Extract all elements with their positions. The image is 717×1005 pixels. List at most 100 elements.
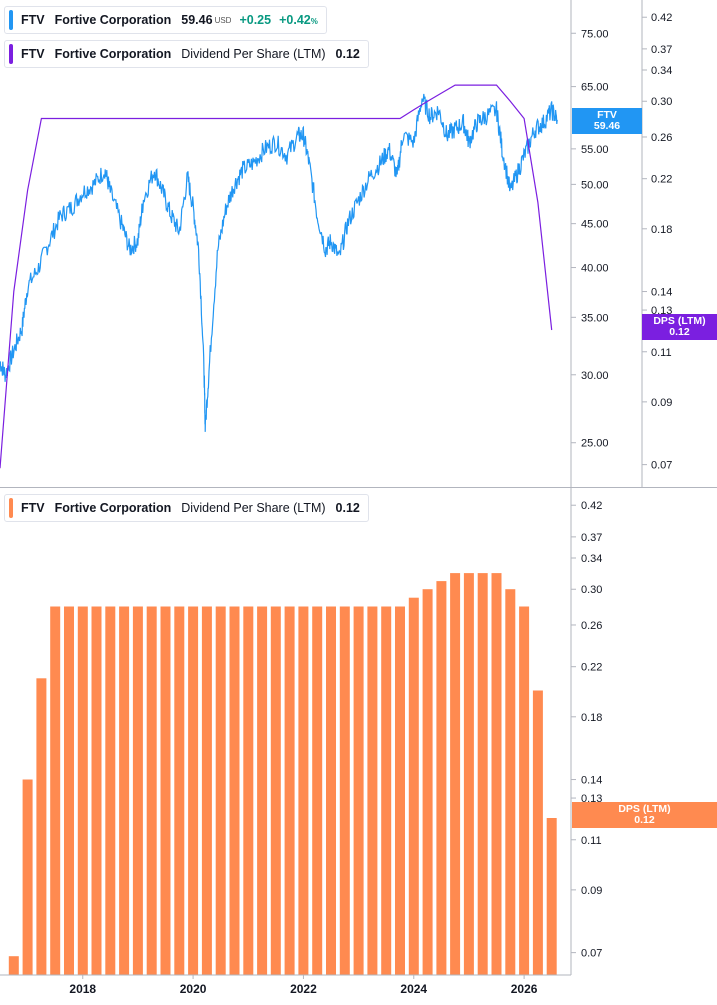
bar-axis-tick-label: 0.34 [581,553,602,565]
price-axis-tick-label: 75.00 [581,28,609,40]
dps-bar [450,573,461,975]
dps-bar [326,606,336,975]
dps-bar [8,956,19,975]
dps-bar [132,606,143,975]
price-axis-tick-label: 30.00 [581,370,609,382]
dps-bar [188,606,199,975]
price-legend-value: 59.46 [181,13,213,27]
price-tag-value: 59.46 [593,120,621,132]
price-legend-color [9,10,13,30]
dps-bar [381,606,392,975]
dps-bar [91,606,102,975]
dps-bottom-tag-label: DPS (LTM) [618,803,671,815]
dps-bar [463,573,474,975]
dps-bar [270,606,281,975]
dps-bar [160,606,171,975]
price-pane: 25.00 30.00 35.00 40.00 45.00 50.00 55.00 65.00… [0,12,672,472]
dps-bar [77,606,88,975]
dps-pane: 0.070.090.110.130.140.180.220.260.300.34… [8,500,602,975]
dps-bar [174,606,185,975]
dps-axis-tick-label: 0.11 [651,347,672,359]
dps-series-line [0,84,553,469]
dps-bottom-legend[interactable]: FTV Fortive Corporation Dividend Per Sha… [4,494,369,522]
dps-bottom-legend-indicator: Dividend Per Share (LTM) [181,501,326,515]
dps-top-legend-symbol: FTV [21,47,45,61]
dps-bar [119,606,130,975]
dps-bar [519,606,530,975]
dps-bottom-last-value-tag: DPS (LTM) 0.12 [572,802,717,828]
bar-axis-tick-label: 0.18 [581,712,602,724]
price-axis-tick-label: 35.00 [581,312,609,324]
bar-axis-tick-label: 0.11 [581,835,602,847]
dps-top-legend[interactable]: FTV Fortive Corporation Dividend Per Sha… [4,40,369,68]
dps-bar [477,573,488,975]
dps-bar [146,606,157,975]
dps-axis-tick-label: 0.30 [651,96,672,108]
dps-bar [505,589,516,975]
price-axis-tick-label: 65.00 [581,82,609,94]
dps-bar [491,573,502,975]
dps-bar [312,606,323,975]
price-series-line [0,93,558,432]
dps-bar [105,606,116,975]
dps-top-legend-indicator: Dividend Per Share (LTM) [181,47,326,61]
bar-axis-tick-label: 0.42 [581,500,602,512]
dps-top-tag-label: DPS (LTM) [653,315,706,327]
dps-axis-tick-label: 0.18 [651,224,672,236]
x-axis-tick-label: 2020 [180,982,207,996]
dps-bar [353,606,364,975]
price-axis-tick-label: 45.00 [581,219,609,231]
dps-axis-tick-label: 0.37 [651,44,672,56]
bar-axis-tick-label: 0.37 [581,532,602,544]
price-legend-change: +0.25 [239,13,272,27]
price-legend-symbol: FTV [21,13,45,27]
dps-bar [201,606,212,975]
dps-top-legend-name: Fortive Corporation [54,47,172,61]
dps-bar [22,779,33,975]
dps-axis-tick-label: 0.07 [651,460,672,472]
dps-axis-tick-label: 0.09 [651,397,672,409]
dps-bar [50,606,61,975]
dps-bar [257,606,268,975]
dps-axis-tick-label: 0.42 [651,12,672,24]
dps-bar [64,606,74,975]
bar-axis-tick-label: 0.22 [581,662,602,674]
dps-axis-tick-label: 0.26 [651,132,672,144]
x-axis-tick-label: 2022 [290,982,317,996]
dps-bar [284,606,295,975]
bar-axis-tick-label: 0.07 [581,948,602,960]
dps-bar [546,818,557,975]
dps-top-last-value-tag: DPS (LTM) 0.12 [642,314,717,340]
dps-bottom-legend-value: 0.12 [335,501,360,515]
dps-bar [229,606,240,975]
price-last-value-tag: FTV 59.46 [572,108,642,134]
price-tag-symbol: FTV [597,109,617,121]
dps-bar [36,678,47,975]
dps-bar [215,606,226,975]
bar-axis-tick-label: 0.30 [581,584,602,596]
dps-bottom-tag-value: 0.12 [634,814,655,826]
dps-bar [243,606,254,975]
dps-top-legend-value: 0.12 [335,47,360,61]
x-axis-tick-label: 2018 [69,982,96,996]
price-legend-change-pct: +0.42% [279,13,318,27]
bar-axis-tick-label: 0.26 [581,620,602,632]
dps-bottom-legend-symbol: FTV [21,501,45,515]
x-axis-tick-label: 2026 [511,982,538,996]
dps-top-tag-value: 0.12 [669,326,690,338]
dps-top-legend-color [9,44,13,64]
dps-bar [532,690,543,975]
dps-axis-tick-label: 0.34 [651,65,672,77]
price-legend[interactable]: FTV Fortive Corporation 59.46 USD +0.25 … [4,6,327,34]
dps-bottom-legend-name: Fortive Corporation [54,501,172,515]
price-axis-tick-label: 55.00 [581,144,609,156]
price-axis-tick-label: 25.00 [581,438,609,450]
price-axis-tick-label: 50.00 [581,179,609,191]
price-axis-tick-label: 40.00 [581,263,609,275]
price-legend-currency: USD [214,15,232,25]
dps-bar [367,606,378,975]
dps-bar [436,581,447,975]
dps-bar [422,589,433,975]
bar-axis-tick-label: 0.14 [581,775,602,787]
